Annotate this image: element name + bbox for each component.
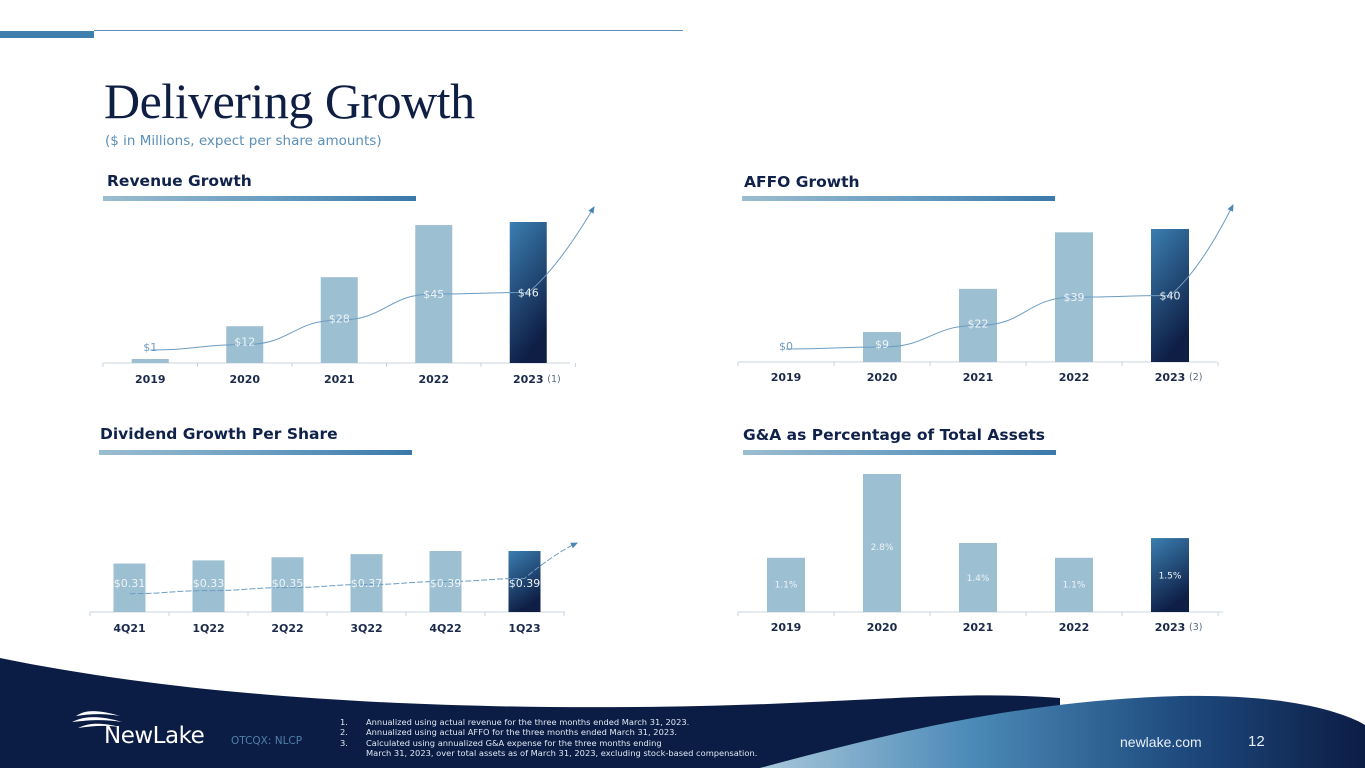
- data-label: 1.1%: [775, 581, 798, 591]
- bar-2022: [1055, 557, 1093, 612]
- footnote-text: Calculated using annualized G&A expense …: [366, 737, 662, 748]
- revenue-title-rule: [103, 196, 416, 201]
- x-tick-label: 2Q22: [271, 622, 303, 635]
- data-label: $0.37: [351, 577, 383, 590]
- revenue-chart: $1 $12 $28 $45 $46 2019 2020 2021 2022 2023 (1): [102, 206, 595, 386]
- data-label: $45: [423, 288, 444, 301]
- x-tick-label: 2020: [867, 621, 898, 634]
- x-tick-label: 2019: [135, 373, 166, 386]
- footnote-3: 3. Calculated using annualized G&A expens…: [340, 738, 757, 748]
- x-tick-label: 2021: [963, 621, 994, 634]
- data-label: $9: [875, 338, 889, 351]
- data-label: 2.8%: [871, 543, 894, 553]
- x-tick-label: 2020: [229, 373, 260, 386]
- bar-2021: [959, 543, 997, 612]
- bar-2019: [131, 359, 169, 363]
- data-label: $28: [329, 313, 350, 326]
- footnote-number: 3.: [340, 737, 348, 748]
- data-label: $1: [143, 341, 157, 354]
- x-tick-label: 2019: [771, 621, 802, 634]
- newlake-logo-text: NewLake: [104, 723, 205, 749]
- x-tick-label: 1Q22: [192, 622, 224, 635]
- data-label: $0.33: [193, 577, 225, 590]
- header-accent-bar: [0, 31, 94, 38]
- x-tick-label: 2021: [963, 371, 994, 384]
- ga-title-rule: [743, 450, 1056, 455]
- x-tick-label: 2020: [867, 371, 898, 384]
- dividend-chart-title: Dividend Growth Per Share: [100, 425, 338, 443]
- bar-2020: [863, 474, 901, 612]
- footnote-text: March 31, 2023, over total assets as of …: [366, 747, 758, 758]
- stock-ticker: OTCQX: NLCP: [231, 735, 303, 747]
- footnote-mark: (2): [1189, 372, 1202, 383]
- data-label: 1.1%: [1063, 581, 1086, 591]
- footnote-1: 1. Annualized using actual revenue for th…: [340, 717, 757, 727]
- affo-chart-title: AFFO Growth: [744, 173, 860, 191]
- website-link[interactable]: newlake.com: [1120, 734, 1202, 750]
- footnote-mark: (3): [1189, 622, 1202, 633]
- footnotes: 1. Annualized using actual revenue for th…: [340, 717, 757, 758]
- data-label: $46: [518, 287, 539, 300]
- footnote-number: 2.: [340, 727, 348, 738]
- data-label: $22: [968, 318, 989, 331]
- data-label: $0.31: [114, 577, 146, 590]
- revenue-chart-title: Revenue Growth: [107, 172, 252, 190]
- bar-1Q23: [508, 551, 541, 612]
- x-tick-label: 2023: [513, 373, 544, 386]
- x-tick-label: 4Q21: [113, 622, 145, 635]
- footnote-text: Annualized using actual AFFO for the thr…: [366, 727, 678, 738]
- affo-chart: $0 $9 $22 $39 $40 2019 2020 2021 2022 2023 (2): [737, 204, 1234, 384]
- x-tick-label: 2019: [771, 371, 802, 384]
- footnote-3-continued: March 31, 2023, over total assets as of …: [340, 748, 757, 758]
- dividend-chart: $0.31 $0.33 $0.35 $0.37 $0.39 $0.39 4Q21 1Q22 2Q…: [89, 542, 578, 635]
- data-label: $0.39: [509, 577, 541, 590]
- footnote-mark: (1): [547, 374, 560, 385]
- data-label: $0.35: [272, 577, 304, 590]
- dividend-title-rule: [99, 450, 412, 455]
- x-tick-label: 2022: [418, 373, 449, 386]
- data-label: $0.39: [430, 577, 462, 590]
- footer-wave-background: [0, 658, 1365, 768]
- data-label: $39: [1064, 291, 1085, 304]
- page-subtitle: ($ in Millions, expect per share amounts…: [105, 133, 382, 149]
- x-tick-label: 4Q22: [429, 622, 461, 635]
- x-tick-label: 2022: [1059, 371, 1090, 384]
- bar-2Q22: [271, 557, 304, 612]
- footnote-text: Annualized using actual revenue for the …: [366, 717, 690, 727]
- bar-4Q21: [113, 563, 146, 612]
- page-title: Delivering Growth: [104, 73, 475, 129]
- x-tick-label: 3Q22: [350, 622, 382, 635]
- affo-title-rule: [742, 196, 1055, 201]
- x-tick-label: 1Q23: [508, 622, 540, 635]
- footnote-2: 2. Annualized using actual AFFO for the t…: [340, 727, 757, 737]
- x-tick-label: 2023: [1155, 621, 1186, 634]
- footnote-number: 1.: [340, 717, 348, 727]
- ga-chart-title: G&A as Percentage of Total Assets: [743, 426, 1045, 444]
- ga-chart: 1.1% 2.8% 1.4% 1.1% 1.5% 2019 2020 2021 2022 2023…: [737, 474, 1223, 634]
- data-label: $0: [779, 340, 793, 353]
- data-label: $40: [1160, 289, 1181, 302]
- trend-arrow-icon: [150, 206, 595, 351]
- footnote-number: [340, 748, 366, 758]
- x-tick-label: 2023: [1155, 371, 1186, 384]
- data-label: 1.4%: [967, 574, 990, 584]
- bar-1Q22: [192, 560, 225, 612]
- bar-2019: [767, 557, 805, 612]
- header-rule: [94, 30, 683, 31]
- trend-arrow-icon: [785, 204, 1234, 350]
- data-label: $12: [234, 336, 255, 349]
- newlake-wave-logo-icon: [72, 711, 122, 728]
- page-number: 12: [1248, 733, 1265, 750]
- x-tick-label: 2021: [324, 373, 355, 386]
- data-label: 1.5%: [1159, 572, 1182, 582]
- bar-2023: [1151, 538, 1189, 612]
- bar-3Q22: [350, 554, 383, 612]
- trend-arrow-icon: [129, 542, 578, 595]
- x-tick-label: 2022: [1059, 621, 1090, 634]
